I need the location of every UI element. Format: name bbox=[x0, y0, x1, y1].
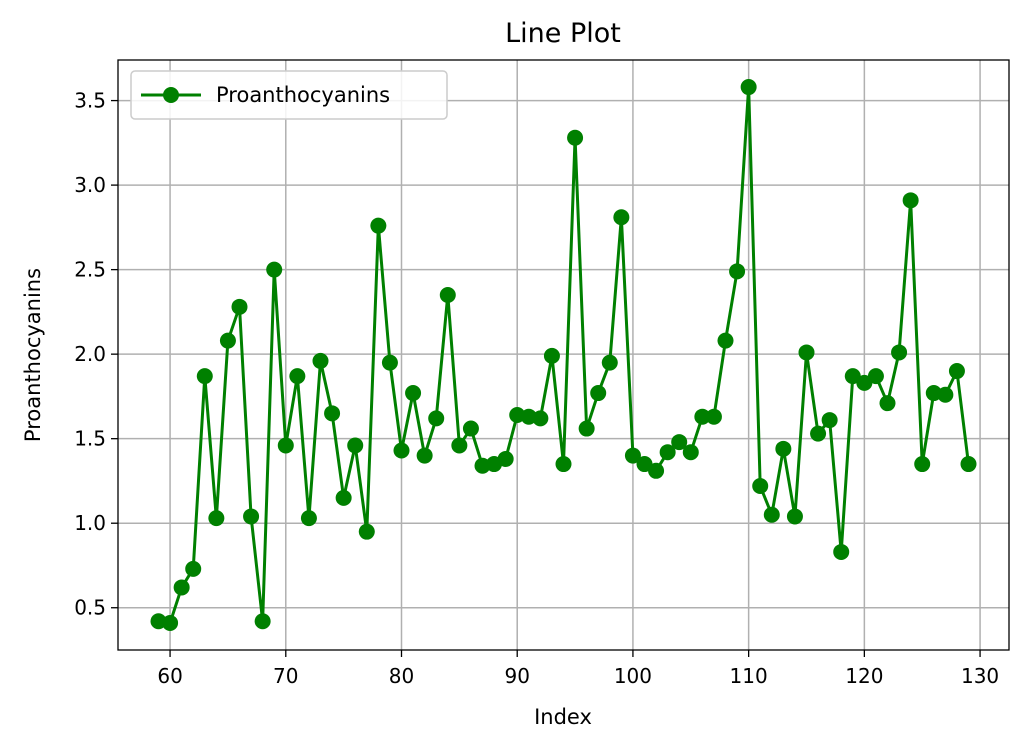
x-axis-label: Index bbox=[534, 705, 592, 729]
data-point bbox=[902, 192, 919, 209]
data-point bbox=[231, 298, 248, 315]
data-point bbox=[243, 508, 260, 525]
data-point bbox=[960, 456, 977, 473]
data-point bbox=[543, 347, 560, 364]
data-point bbox=[856, 374, 873, 391]
x-tick-label: 120 bbox=[845, 664, 883, 688]
data-point bbox=[624, 447, 641, 464]
data-point bbox=[648, 462, 665, 479]
data-point bbox=[185, 560, 202, 577]
x-tick-label: 60 bbox=[157, 664, 182, 688]
data-point bbox=[705, 408, 722, 425]
data-point bbox=[914, 456, 931, 473]
series-layer bbox=[150, 79, 977, 631]
data-point bbox=[694, 408, 711, 425]
legend-label: Proanthocyanins bbox=[216, 83, 390, 107]
data-point bbox=[613, 209, 630, 226]
series-line bbox=[158, 85, 970, 625]
data-point bbox=[162, 614, 179, 631]
y-tick-label: 1.0 bbox=[74, 511, 106, 535]
data-point bbox=[844, 368, 861, 385]
x-tick-label: 80 bbox=[389, 664, 414, 688]
data-point bbox=[775, 440, 792, 457]
data-point bbox=[324, 405, 341, 422]
data-point bbox=[891, 344, 908, 361]
data-point bbox=[173, 579, 190, 596]
data-point bbox=[659, 444, 676, 461]
y-tick-label: 1.5 bbox=[74, 427, 106, 451]
data-point bbox=[879, 395, 896, 412]
data-point bbox=[763, 506, 780, 523]
data-point bbox=[462, 420, 479, 437]
data-point bbox=[254, 613, 271, 630]
data-point bbox=[833, 543, 850, 560]
data-point bbox=[428, 410, 445, 427]
data-point bbox=[786, 508, 803, 525]
data-point bbox=[555, 456, 572, 473]
data-point bbox=[312, 352, 329, 369]
data-point bbox=[208, 510, 225, 527]
data-point bbox=[740, 79, 757, 96]
data-point bbox=[752, 478, 769, 495]
data-point bbox=[578, 420, 595, 437]
data-point bbox=[636, 456, 653, 473]
data-point bbox=[451, 437, 468, 454]
data-point bbox=[671, 434, 688, 451]
x-axis-ticks: 60 70 80 90 100 110 120 130 bbox=[157, 650, 999, 688]
data-point bbox=[937, 386, 954, 403]
data-point bbox=[335, 489, 352, 506]
data-point bbox=[798, 344, 815, 361]
data-point bbox=[948, 363, 965, 380]
data-point bbox=[439, 286, 456, 303]
data-point bbox=[682, 444, 699, 461]
chart-title: Line Plot bbox=[505, 18, 621, 49]
x-tick-label: 70 bbox=[273, 664, 298, 688]
data-point bbox=[810, 425, 827, 442]
legend-marker-swatch bbox=[163, 87, 179, 103]
data-point bbox=[601, 354, 618, 371]
y-tick-label: 3.0 bbox=[74, 173, 106, 197]
x-tick-label: 100 bbox=[614, 664, 652, 688]
data-point bbox=[497, 450, 514, 467]
data-point bbox=[567, 129, 584, 146]
data-point bbox=[867, 368, 884, 385]
x-tick-label: 130 bbox=[961, 664, 999, 688]
data-point bbox=[358, 523, 375, 540]
data-point bbox=[266, 261, 283, 278]
grid-lines bbox=[118, 60, 1009, 650]
data-point bbox=[717, 332, 734, 349]
data-point bbox=[532, 410, 549, 427]
y-tick-label: 2.5 bbox=[74, 258, 106, 282]
data-point bbox=[416, 447, 433, 464]
data-point bbox=[196, 368, 213, 385]
y-tick-label: 3.5 bbox=[74, 89, 106, 113]
data-point bbox=[729, 263, 746, 280]
data-point bbox=[219, 332, 236, 349]
legend-box bbox=[130, 70, 448, 120]
data-point bbox=[289, 368, 306, 385]
y-tick-label: 2.0 bbox=[74, 342, 106, 366]
data-point bbox=[277, 437, 294, 454]
y-axis-label: Proanthocyanins bbox=[21, 268, 45, 442]
legend: Proanthocyanins bbox=[130, 70, 448, 120]
data-point bbox=[347, 437, 364, 454]
x-tick-label: 110 bbox=[730, 664, 768, 688]
data-point bbox=[821, 412, 838, 429]
y-axis-ticks: 0.5 1.0 1.5 2.0 2.5 3.0 3.5 bbox=[74, 89, 118, 620]
data-point bbox=[381, 354, 398, 371]
data-point bbox=[405, 385, 422, 402]
plot-area-frame bbox=[117, 59, 1010, 651]
y-tick-label: 0.5 bbox=[74, 596, 106, 620]
data-point bbox=[300, 510, 317, 527]
x-tick-label: 90 bbox=[504, 664, 529, 688]
data-point bbox=[590, 385, 607, 402]
data-point bbox=[393, 442, 410, 459]
data-point bbox=[370, 217, 387, 234]
